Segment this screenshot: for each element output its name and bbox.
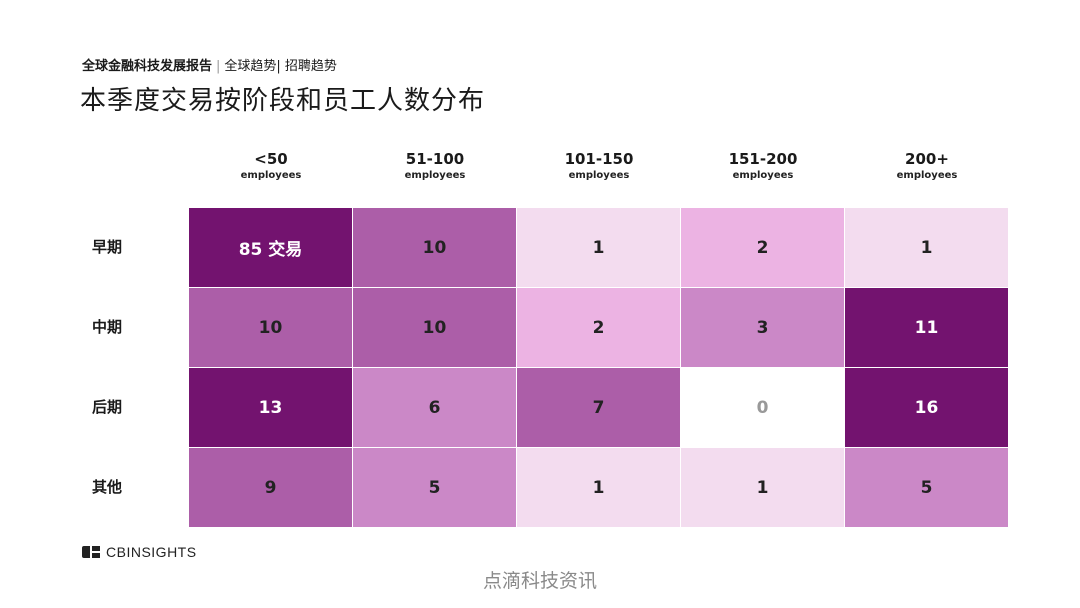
heatmap-cell: 6 bbox=[353, 368, 516, 447]
heatmap-cell: 3 bbox=[681, 288, 844, 367]
column-header: 200+ employees bbox=[845, 150, 1009, 181]
heatmap-cell: 11 bbox=[845, 288, 1008, 367]
heatmap-cell: 1 bbox=[845, 208, 1008, 287]
row-label: 后期 bbox=[92, 398, 123, 416]
watermark-text: 点滴科技资讯 bbox=[482, 570, 597, 592]
heatmap-cell: 7 bbox=[517, 368, 680, 447]
heatmap-cell: 2 bbox=[681, 208, 844, 287]
row-label: 其他 bbox=[92, 478, 123, 496]
report-name: 全球金融科技发展报告 bbox=[82, 59, 213, 74]
breadcrumb: 全球金融科技发展报告 | 全球趋势| 招聘趋势 bbox=[82, 55, 337, 74]
heatmap-cell: 10 bbox=[353, 208, 516, 287]
column-range-label: <50 bbox=[254, 150, 288, 168]
heatmap-cell: 10 bbox=[189, 288, 352, 367]
heatmap-cell: 85 交易 bbox=[189, 208, 352, 287]
column-unit-label: employees bbox=[404, 170, 466, 181]
heatmap-cell: 9 bbox=[189, 448, 352, 527]
heatmap-cell: 13 bbox=[189, 368, 352, 447]
heatmap-cell: 2 bbox=[517, 288, 680, 367]
breadcrumb-separator: | bbox=[216, 59, 221, 74]
page-title: 本季度交易按阶段和员工人数分布 bbox=[80, 86, 486, 116]
column-header: 101-150 employees bbox=[517, 150, 681, 181]
column-range-label: 200+ bbox=[905, 150, 949, 168]
heatmap-cell: 1 bbox=[517, 448, 680, 527]
section-name: 全球趋势| 招聘趋势 bbox=[224, 59, 337, 74]
column-unit-label: employees bbox=[732, 170, 794, 181]
heatmap-cell: 5 bbox=[845, 448, 1008, 527]
row-label: 中期 bbox=[92, 318, 123, 336]
cbinsights-logo-icon bbox=[82, 546, 100, 558]
column-header: 51-100 employees bbox=[353, 150, 517, 181]
brand-name: CBINSIGHTS bbox=[106, 544, 197, 560]
heatmap-cell: 5 bbox=[353, 448, 516, 527]
column-unit-label: employees bbox=[896, 170, 958, 181]
heatmap-cell: 1 bbox=[517, 208, 680, 287]
column-range-label: 151-200 bbox=[728, 150, 798, 168]
column-range-label: 51-100 bbox=[405, 150, 465, 168]
column-header: 151-200 employees bbox=[681, 150, 845, 181]
row-label: 早期 bbox=[92, 238, 123, 256]
heatmap-cell: 0 bbox=[681, 368, 844, 447]
column-range-label: 101-150 bbox=[564, 150, 634, 168]
column-unit-label: employees bbox=[240, 170, 302, 181]
column-unit-label: employees bbox=[568, 170, 630, 181]
cbinsights-logo: CBINSIGHTS bbox=[82, 544, 197, 560]
heatmap-cell: 10 bbox=[353, 288, 516, 367]
column-header: <50 employees bbox=[189, 150, 353, 181]
heatmap-cell: 16 bbox=[845, 368, 1008, 447]
heatmap-cell: 1 bbox=[681, 448, 844, 527]
